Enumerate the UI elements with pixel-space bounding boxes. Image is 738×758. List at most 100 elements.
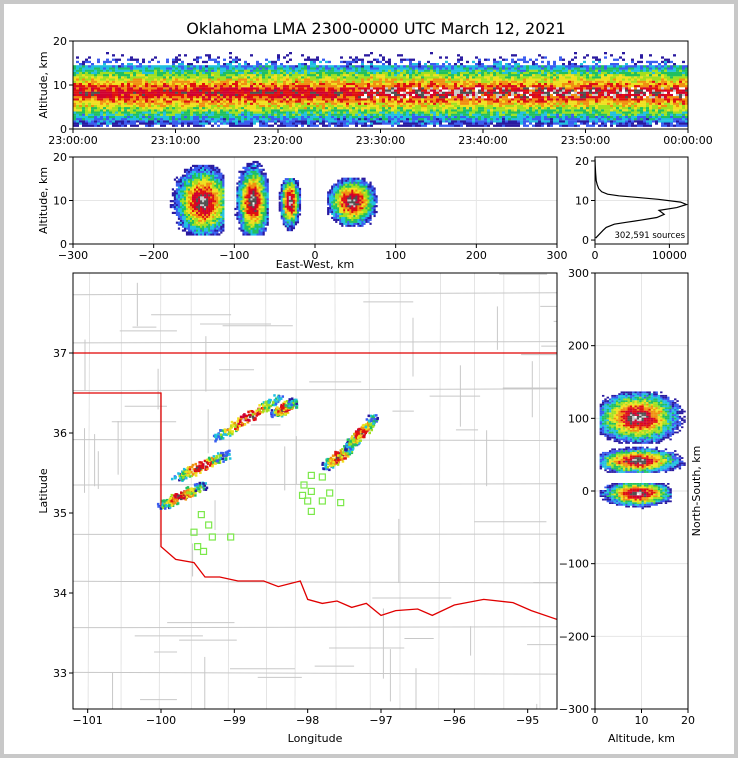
time-height-cell <box>187 122 190 125</box>
time-height-cell <box>508 69 511 72</box>
time-height-cell <box>496 71 499 75</box>
time-height-cell <box>523 124 526 127</box>
time-height-cell <box>223 100 226 103</box>
time-height-cell <box>436 120 439 123</box>
time-height-cell <box>418 82 421 86</box>
time-height-cell <box>553 100 556 103</box>
time-height-cell <box>349 67 352 70</box>
time-height-cell <box>457 67 460 70</box>
time-height-cell <box>415 67 418 70</box>
time-height-cell <box>193 98 196 101</box>
time-height-cell <box>439 76 442 79</box>
time-height-cell <box>136 85 139 88</box>
time-height-cell <box>148 113 151 116</box>
time-height-cell <box>316 85 319 88</box>
time-height-cell <box>196 96 199 99</box>
time-height-cell <box>580 96 583 99</box>
time-height-cell <box>583 98 586 101</box>
time-height-cell <box>106 115 109 119</box>
time-height-cell <box>109 74 112 77</box>
time-height-cell <box>235 98 238 101</box>
time-height-cell <box>136 120 139 123</box>
time-height-cell <box>559 58 562 61</box>
time-height-cell <box>106 122 109 125</box>
time-height-cell <box>139 98 142 101</box>
time-height-cell <box>544 102 547 105</box>
time-height-cell <box>448 122 451 125</box>
time-height-cell <box>415 115 418 119</box>
time-height-cell <box>118 115 121 119</box>
time-height-cell <box>364 111 367 114</box>
time-height-cell <box>211 76 214 79</box>
time-height-cell <box>418 74 421 77</box>
time-height-cell <box>469 93 472 97</box>
time-height-cell <box>277 78 280 81</box>
time-height-cell <box>505 98 508 101</box>
time-height-cell <box>94 111 97 114</box>
time-height-cell <box>484 78 487 81</box>
time-height-cell <box>118 98 121 101</box>
time-height-cell <box>178 82 181 86</box>
time-height-cell <box>187 118 190 121</box>
time-height-cell <box>196 104 199 108</box>
time-height-cell <box>325 118 328 121</box>
time-height-cell <box>106 113 109 116</box>
time-height-cell <box>523 78 526 81</box>
time-height-cell <box>199 102 202 105</box>
time-height-cell <box>262 107 265 110</box>
time-height-cell <box>265 78 268 81</box>
time-height-cell <box>418 60 421 64</box>
time-height-cell <box>502 109 505 112</box>
time-height-cell <box>79 71 82 75</box>
time-height-cell <box>406 89 409 92</box>
time-height-cell <box>253 74 256 77</box>
time-height-cell <box>448 80 451 83</box>
time-height-cell <box>388 98 391 101</box>
time-height-cell <box>280 98 283 101</box>
time-height-cell <box>196 60 199 64</box>
time-height-cell <box>133 107 136 110</box>
time-height-cell <box>307 109 310 112</box>
time-height-cell <box>523 82 526 86</box>
time-height-cell <box>91 115 94 119</box>
time-height-cell <box>229 96 232 99</box>
time-height-cell <box>379 91 382 94</box>
time-height-cell <box>232 74 235 77</box>
time-height-cell <box>391 96 394 99</box>
time-height-cell <box>382 87 385 90</box>
time-height-cell <box>130 56 133 59</box>
time-height-cell <box>268 111 271 114</box>
time-height-cell <box>178 74 181 77</box>
time-height-cell <box>148 76 151 79</box>
time-height-cell <box>232 78 235 81</box>
time-height-cell <box>325 111 328 114</box>
time-height-cell <box>343 82 346 86</box>
time-height-cell <box>112 120 115 123</box>
time-height-cell <box>118 80 121 83</box>
time-height-cell <box>127 67 130 70</box>
time-height-cell <box>556 93 559 97</box>
time-height-cell <box>154 65 157 68</box>
time-height-cell <box>289 69 292 72</box>
time-height-cell <box>556 118 559 121</box>
time-height-cell <box>181 111 184 114</box>
time-height-cell <box>370 111 373 114</box>
time-height-cell <box>352 58 355 61</box>
time-height-cell <box>274 109 277 112</box>
time-height-cell <box>508 115 511 119</box>
time-height-cell <box>409 78 412 81</box>
time-height-cell <box>274 78 277 81</box>
time-height-cell <box>313 122 316 125</box>
time-height-cell <box>346 109 349 112</box>
time-height-cell <box>409 113 412 116</box>
time-height-cell <box>217 85 220 88</box>
time-height-cell <box>169 65 172 68</box>
time-height-cell <box>316 100 319 103</box>
time-height-cell <box>562 115 565 119</box>
time-height-cell <box>580 102 583 105</box>
time-height-cell <box>340 82 343 86</box>
time-height-cell <box>442 98 445 101</box>
time-height-cell <box>220 102 223 105</box>
time-height-cell <box>574 63 577 66</box>
time-height-cell <box>214 82 217 86</box>
